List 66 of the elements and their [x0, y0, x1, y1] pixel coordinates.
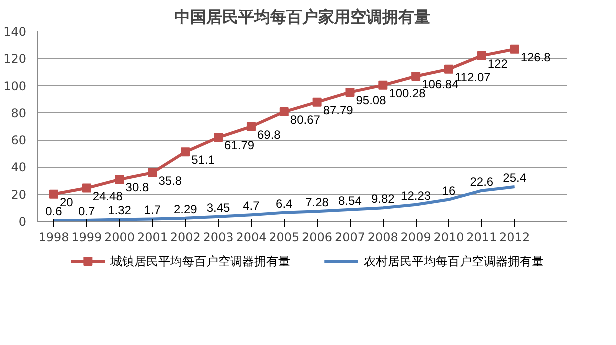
point: [346, 88, 355, 97]
x-tick-label: 2009: [400, 230, 432, 244]
data-label: 6.4: [276, 196, 294, 211]
data-label: 22.6: [470, 174, 494, 189]
data-label: 3.45: [206, 200, 231, 215]
point: [49, 190, 58, 199]
data-label: 12.23: [401, 188, 432, 203]
x-tick-label: 1998: [38, 230, 70, 244]
point: [378, 80, 388, 90]
y-tick-label: 80: [11, 106, 27, 120]
data-label: 61.79: [224, 138, 255, 153]
y-tick-label: 140: [4, 25, 26, 39]
data-label: 8.54: [338, 194, 362, 208]
point: [214, 133, 224, 142]
point: [312, 98, 322, 107]
x-tick-label: 2010: [434, 230, 464, 244]
x-tick-label: 2006: [302, 230, 333, 244]
data-label: 16: [442, 184, 456, 198]
data-label: 24.48: [92, 189, 124, 204]
data-label: 4.7: [243, 199, 260, 214]
point: [246, 122, 256, 132]
point: [148, 168, 158, 178]
x-tick-label: 2002: [170, 230, 201, 244]
y-tick-label: 40: [11, 160, 27, 175]
x-tick-label: 2007: [334, 230, 366, 244]
y-tick-label: 120: [4, 52, 26, 66]
point: [444, 64, 454, 74]
data-label: 69.8: [257, 128, 282, 142]
data-label: 2.29: [174, 202, 198, 216]
y-tick-label: 60: [11, 134, 27, 148]
data-label: 95.08: [356, 93, 387, 108]
y-tick-label: 100: [4, 79, 26, 94]
data-label: 7.28: [306, 196, 330, 210]
x-tick-label: 1999: [72, 230, 102, 244]
y-tick-label: 20: [11, 188, 27, 202]
x-tick-label: 2005: [269, 230, 300, 244]
point: [181, 148, 190, 157]
data-label: 0.7: [78, 204, 96, 219]
x-tick-label: 2001: [137, 230, 168, 244]
point: [82, 184, 92, 193]
x-tick-label: 2011: [466, 230, 498, 244]
data-label: 1.32: [108, 204, 132, 218]
data-label: 1.7: [144, 203, 162, 218]
x-tick-label: 2004: [236, 230, 267, 244]
point: [115, 175, 124, 184]
data-label: 87.79: [323, 103, 354, 118]
x-tick-label: 2008: [368, 230, 398, 244]
data-label: 80.67: [290, 113, 321, 128]
data-label: 51.1: [192, 153, 216, 168]
legend-label: 农村居民平均每百户空调器拥有量: [364, 254, 544, 268]
point: [412, 72, 421, 82]
x-tick-label: 2003: [203, 230, 234, 244]
x-tick-label: 2000: [104, 230, 136, 244]
data-label: 9.82: [371, 192, 396, 206]
data-label: 30.8: [126, 180, 150, 195]
data-label: 25.4: [503, 171, 527, 186]
point: [280, 108, 289, 117]
data-label: 35.8: [158, 174, 182, 188]
data-label: 126.8: [520, 50, 552, 64]
x-tick-label: 2012: [500, 230, 530, 244]
legend-label: 城镇居民平均每百户空调器拥有量: [110, 254, 291, 268]
y-tick-label: 0: [18, 215, 27, 229]
chart-title: 中国居民平均每百户家用空调拥有量: [174, 8, 430, 26]
point: [477, 51, 486, 60]
data-label: 122: [488, 56, 508, 71]
point: [510, 44, 520, 54]
